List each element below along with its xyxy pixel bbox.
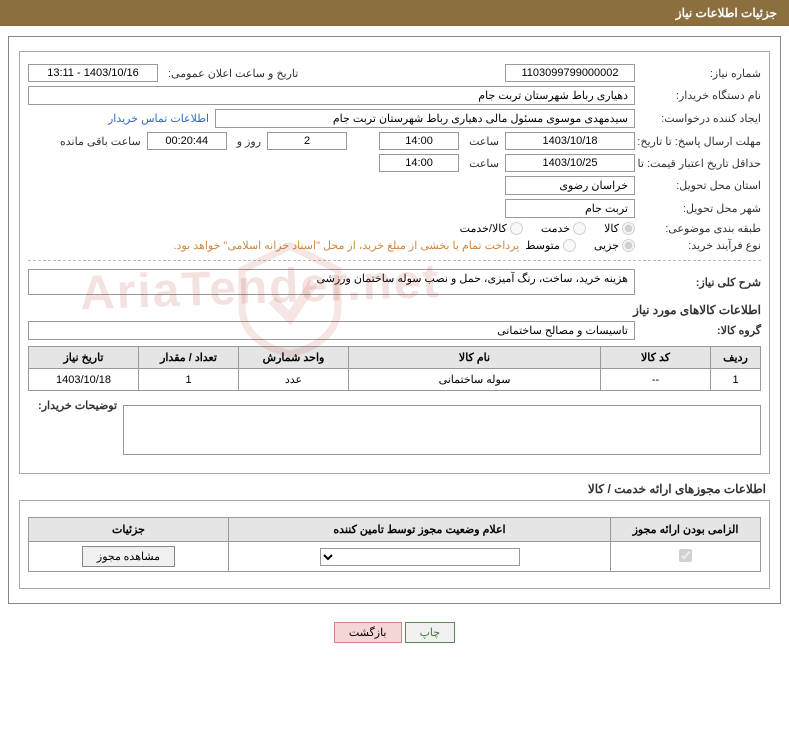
city-label: شهر محل تحویل: xyxy=(641,202,761,215)
city-value: تربت جام xyxy=(505,199,635,218)
goods-group-value: تاسیسات و مصالح ساختمانی xyxy=(28,321,635,340)
validity-date: 1403/10/25 xyxy=(505,154,635,172)
td-date: 1403/10/18 xyxy=(29,369,139,391)
goods-group-label: گروه کالا: xyxy=(641,324,761,337)
radio-small[interactable]: جزیی xyxy=(594,239,635,252)
goods-table-header: ردیف کد کالا نام کالا واحد شمارش تعداد /… xyxy=(29,347,761,369)
th-details: جزئیات xyxy=(29,518,229,542)
announce-value: 1403/10/16 - 13:11 xyxy=(28,64,158,82)
permit-table: الزامی بودن ارائه مجوز اعلام وضعیت مجوز … xyxy=(28,517,761,572)
th-unit: واحد شمارش xyxy=(239,347,349,369)
td-qty: 1 xyxy=(139,369,239,391)
th-name: نام کالا xyxy=(349,347,601,369)
buyer-notes-label: توضیحات خریدار: xyxy=(28,399,117,412)
requester-label: ایجاد کننده درخواست: xyxy=(641,112,761,125)
print-button[interactable]: چاپ xyxy=(405,622,456,643)
goods-section-title: اطلاعات کالاهای مورد نیاز xyxy=(28,303,761,317)
payment-note: پرداخت تمام یا بخشی از مبلغ خرید، از محل… xyxy=(174,239,520,252)
requester-value: سیدمهدی موسوی مسئول مالی دهیاری رباط شهر… xyxy=(215,109,635,128)
back-button[interactable]: بازگشت xyxy=(334,622,402,643)
need-no-value: 1103099799000002 xyxy=(505,64,635,82)
deadline-label: مهلت ارسال پاسخ: تا تاریخ: xyxy=(641,135,761,148)
permit-section-title: اطلاعات مجوزهای ارائه خدمت / کالا xyxy=(19,482,766,496)
process-radio-group: جزیی متوسط xyxy=(525,239,635,252)
mandatory-checkbox xyxy=(679,549,692,562)
deadline-date: 1403/10/18 xyxy=(505,132,635,150)
remaining-days: 2 xyxy=(267,132,347,150)
row-category: طبقه بندی موضوعی: کالا خدمت کالا/خدمت xyxy=(28,222,761,235)
row-buyer-notes: توضیحات خریدار: xyxy=(28,399,761,461)
action-buttons: چاپ بازگشت xyxy=(0,614,789,651)
td-status xyxy=(229,542,611,572)
validity-label: حداقل تاریخ اعتبار قیمت: تا تاریخ: xyxy=(641,157,761,170)
province-value: خراسان رضوی xyxy=(505,176,635,195)
row-city: شهر محل تحویل: تربت جام xyxy=(28,199,761,218)
row-validity: حداقل تاریخ اعتبار قیمت: تا تاریخ: 1403/… xyxy=(28,154,761,172)
row-deadline: مهلت ارسال پاسخ: تا تاریخ: 1403/10/18 سا… xyxy=(28,132,761,150)
th-status: اعلام وضعیت مجوز توسط تامین کننده xyxy=(229,518,611,542)
status-select[interactable] xyxy=(320,548,520,566)
view-permit-button[interactable]: مشاهده مجوز xyxy=(82,546,175,567)
days-and-label: روز و xyxy=(233,135,261,148)
panel-title: جزئیات اطلاعات نیاز xyxy=(676,6,777,20)
desc-value: هزینه خرید، ساخت، رنگ آمیزی، حمل و نصب س… xyxy=(28,269,635,295)
th-code: کد کالا xyxy=(601,347,711,369)
row-requester: ایجاد کننده درخواست: سیدمهدی موسوی مسئول… xyxy=(28,109,761,128)
th-mandatory: الزامی بودن ارائه مجوز xyxy=(611,518,761,542)
permit-section: الزامی بودن ارائه مجوز اعلام وضعیت مجوز … xyxy=(19,500,770,589)
td-name: سوله ساختمانی xyxy=(349,369,601,391)
td-row: 1 xyxy=(711,369,761,391)
remaining-time: 00:20:44 xyxy=(147,132,227,150)
buyer-org-label: نام دستگاه خریدار: xyxy=(641,89,761,102)
td-code: -- xyxy=(601,369,711,391)
radio-goods[interactable]: کالا xyxy=(604,222,635,235)
radio-service[interactable]: خدمت xyxy=(541,222,586,235)
desc-label: شرح کلی نیاز: xyxy=(641,276,761,289)
process-label: نوع فرآیند خرید: xyxy=(641,239,761,252)
main-panel: AriaTender.net شماره نیاز: 1103099799000… xyxy=(8,36,781,604)
th-date: تاریخ نیاز xyxy=(29,347,139,369)
deadline-time: 14:00 xyxy=(379,132,459,150)
category-radio-group: کالا خدمت کالا/خدمت xyxy=(460,222,635,235)
radio-goods-service[interactable]: کالا/خدمت xyxy=(460,222,523,235)
time-label-2: ساعت xyxy=(465,157,499,170)
th-qty: تعداد / مقدار xyxy=(139,347,239,369)
radio-medium[interactable]: متوسط xyxy=(525,239,576,252)
row-goods-group: گروه کالا: تاسیسات و مصالح ساختمانی xyxy=(28,321,761,340)
buyer-org-value: دهیاری رباط شهرستان تربت جام xyxy=(28,86,635,105)
announce-label: تاریخ و ساعت اعلان عمومی: xyxy=(164,67,298,80)
row-province: استان محل تحویل: خراسان رضوی xyxy=(28,176,761,195)
buyer-notes-box xyxy=(123,405,761,455)
td-details: مشاهده مجوز xyxy=(29,542,229,572)
permit-row: مشاهده مجوز xyxy=(29,542,761,572)
contact-link[interactable]: اطلاعات تماس خریدار xyxy=(108,112,209,125)
time-label-1: ساعت xyxy=(465,135,499,148)
province-label: استان محل تحویل: xyxy=(641,179,761,192)
row-need-no: شماره نیاز: 1103099799000002 تاریخ و ساع… xyxy=(28,64,761,82)
row-description: شرح کلی نیاز: هزینه خرید، ساخت، رنگ آمیز… xyxy=(28,269,761,295)
row-buyer-org: نام دستگاه خریدار: دهیاری رباط شهرستان ت… xyxy=(28,86,761,105)
row-process: نوع فرآیند خرید: جزیی متوسط پرداخت تمام … xyxy=(28,239,761,252)
panel-header: جزئیات اطلاعات نیاز xyxy=(0,0,789,26)
permit-header-row: الزامی بودن ارائه مجوز اعلام وضعیت مجوز … xyxy=(29,518,761,542)
td-unit: عدد xyxy=(239,369,349,391)
goods-table: ردیف کد کالا نام کالا واحد شمارش تعداد /… xyxy=(28,346,761,391)
th-row: ردیف xyxy=(711,347,761,369)
remaining-label: ساعت باقی مانده xyxy=(56,135,141,148)
info-section: شماره نیاز: 1103099799000002 تاریخ و ساع… xyxy=(19,51,770,474)
category-label: طبقه بندی موضوعی: xyxy=(641,222,761,235)
need-no-label: شماره نیاز: xyxy=(641,67,761,80)
validity-time: 14:00 xyxy=(379,154,459,172)
td-mandatory xyxy=(611,542,761,572)
goods-table-row: 1 -- سوله ساختمانی عدد 1 1403/10/18 xyxy=(29,369,761,391)
